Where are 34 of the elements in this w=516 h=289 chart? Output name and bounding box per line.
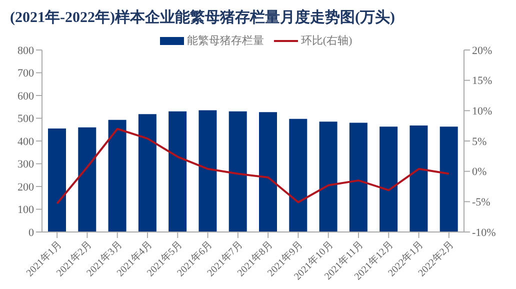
legend-label: 环比(右轴)	[300, 34, 352, 48]
y2-tick-label: 10%	[472, 106, 492, 118]
bar	[78, 127, 96, 232]
bar	[319, 122, 338, 232]
y2-tick-label: -10%	[472, 226, 496, 239]
line-series	[56, 128, 450, 204]
bar	[410, 126, 428, 232]
y-tick-label: 0	[28, 226, 34, 239]
bar	[198, 110, 217, 232]
y-tick-label: 700	[18, 68, 34, 80]
bar	[349, 122, 368, 232]
bar	[108, 120, 126, 232]
y2-tick-label: -5%	[472, 196, 490, 209]
bar	[289, 118, 308, 232]
y2-tick-label: 5%	[472, 136, 487, 148]
bar	[138, 114, 156, 232]
y-tick-label: 200	[18, 181, 34, 194]
y2-tick-label: 15%	[472, 75, 492, 88]
bar	[440, 126, 458, 232]
bar	[48, 128, 66, 232]
y-tick-label: 100	[18, 204, 34, 216]
y2-tick-label: 0%	[472, 166, 487, 178]
y-tick-label: 400	[18, 136, 34, 148]
y-tick-label: 600	[18, 90, 34, 102]
y2-tick-label: 20%	[472, 44, 492, 57]
bar	[168, 111, 187, 232]
bar	[380, 126, 398, 232]
bar	[228, 111, 247, 232]
bar	[259, 112, 277, 232]
y-tick-label: 300	[18, 158, 34, 171]
y-tick-label: 800	[18, 44, 34, 57]
legend-label: 能繁母猪存栏量	[186, 34, 264, 48]
y-tick-label: 500	[18, 113, 34, 126]
chart-title: (2021年-2022年)样本企业能繁母猪存栏量月度走势图(万头)	[10, 8, 396, 27]
